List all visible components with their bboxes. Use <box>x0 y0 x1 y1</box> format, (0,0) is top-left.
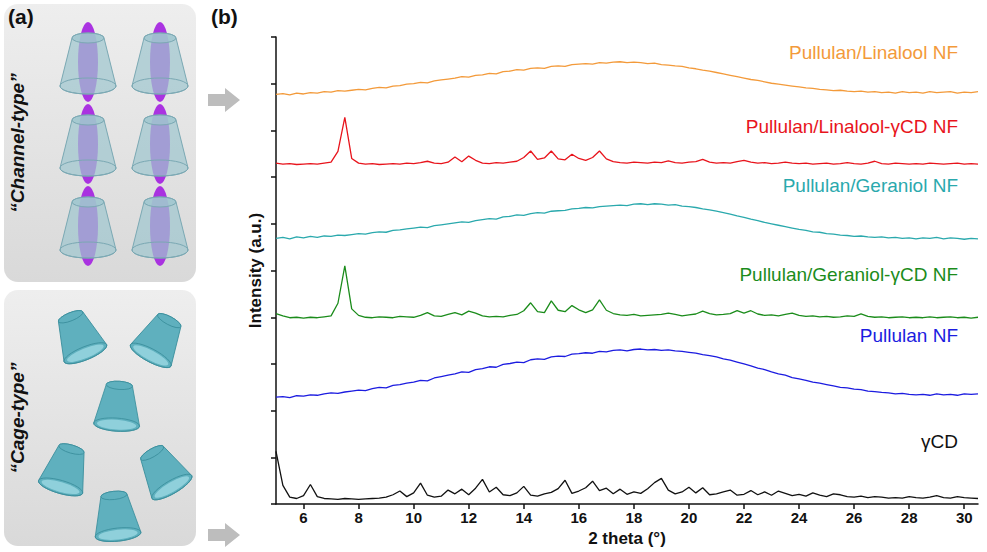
svg-text:6: 6 <box>299 509 307 526</box>
svg-text:*: * <box>568 284 576 306</box>
svg-text:16: 16 <box>570 509 587 526</box>
svg-text:18: 18 <box>626 509 643 526</box>
svg-text:26: 26 <box>846 509 863 526</box>
svg-text:*: * <box>341 96 349 118</box>
svg-text:24: 24 <box>791 509 808 526</box>
svg-text:10: 10 <box>405 509 422 526</box>
svg-text:Intensity (a.u.): Intensity (a.u.) <box>246 213 265 328</box>
svg-text:30: 30 <box>956 509 973 526</box>
svg-text:*: * <box>568 133 576 155</box>
svg-text:“Channel-type”: “Channel-type” <box>7 73 28 213</box>
svg-text:“Cage-type”: “Cage-type” <box>7 362 28 473</box>
svg-text:Pullulan/Geraniol-γCD NF: Pullulan/Geraniol-γCD NF <box>739 264 958 285</box>
svg-text:*: * <box>527 129 535 151</box>
svg-text:20: 20 <box>681 509 698 526</box>
svg-text:Pullulan NF: Pullulan NF <box>860 325 958 346</box>
svg-text:2 theta (°): 2 theta (°) <box>588 529 666 548</box>
svg-text:22: 22 <box>736 509 753 526</box>
svg-text:Pullulan/Linalool NF: Pullulan/Linalool NF <box>789 42 958 63</box>
svg-text:*: * <box>596 278 604 300</box>
svg-text:*: * <box>547 129 555 151</box>
svg-text:28: 28 <box>901 509 918 526</box>
svg-text:*: * <box>547 279 555 301</box>
svg-text:*: * <box>596 129 604 151</box>
svg-text:14: 14 <box>515 509 532 526</box>
svg-text:12: 12 <box>460 509 477 526</box>
svg-text:Pullulan/Geraniol NF: Pullulan/Geraniol NF <box>783 175 958 196</box>
svg-text:Pullulan/Linalool-γCD NF: Pullulan/Linalool-γCD NF <box>746 116 958 137</box>
svg-text:(a): (a) <box>8 5 34 28</box>
svg-text:8: 8 <box>354 509 362 526</box>
svg-text:*: * <box>341 244 349 266</box>
svg-text:(b): (b) <box>211 5 238 28</box>
svg-text:*: * <box>527 281 535 303</box>
svg-text:γCD: γCD <box>921 431 958 452</box>
